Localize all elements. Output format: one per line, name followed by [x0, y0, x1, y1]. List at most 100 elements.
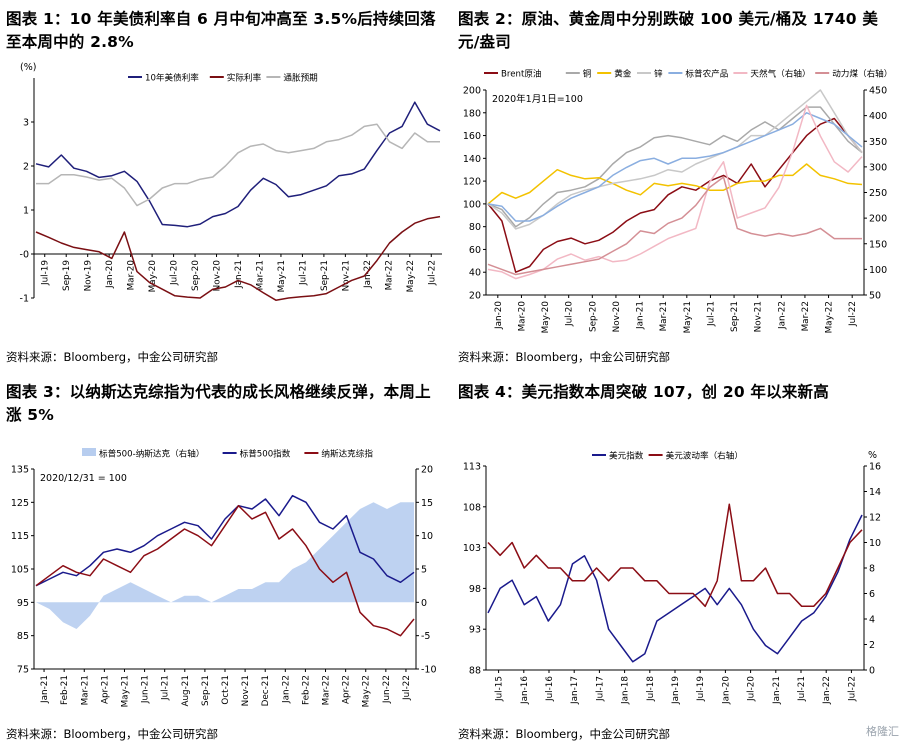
x-tick-label: Jan-20 — [105, 260, 115, 289]
x-tick-label: Sep-21 — [201, 675, 211, 706]
y-tick-label: 93 — [469, 625, 481, 636]
x-tick-label: Jul-20 — [747, 676, 757, 702]
x-tick-label: Jan-17 — [570, 676, 580, 705]
x-tick-label: May-20 — [541, 301, 551, 334]
x-tick-label: Apr-22 — [342, 675, 352, 704]
y-tick-label: 105 — [11, 565, 29, 576]
y2-tick-label: 14 — [869, 487, 881, 498]
y-tick-label: 115 — [11, 531, 29, 542]
y-tick-label: 1 — [23, 206, 29, 217]
x-tick-label: Jan-22 — [363, 260, 373, 289]
x-tick-label: Jul-21 — [706, 301, 716, 327]
x-tick-label: Apr-21 — [100, 675, 110, 704]
chart-panel-1: 图表 1：10 年美债利率自 6 月中旬冲高至 3.5%后持续回落至本周中的 2… — [0, 0, 450, 372]
y-tick-label: 40 — [469, 268, 481, 279]
y2-tick-label: 4 — [869, 615, 875, 626]
x-tick-label: Mar-21 — [659, 301, 669, 331]
y-tick-label: 75 — [17, 665, 29, 676]
chart-1-svg: -1 -0 1 2 3 (%) Jul-19 Sep-19 Nov-19 Jan-20 Mar-20… — [20, 62, 442, 305]
series-line — [35, 504, 415, 637]
y2-tick-label: 50 — [869, 291, 881, 302]
y2-tick-label: 12 — [869, 513, 881, 524]
chart-annotation: 2020年1月1日=100 — [492, 93, 583, 105]
legend-label: 黄金 — [614, 68, 632, 80]
y2-tick-label: 0 — [869, 666, 875, 677]
legend-label: 锌 — [654, 68, 663, 80]
series-area — [36, 502, 414, 629]
y-tick-label: 180 — [463, 108, 481, 119]
y-tick-label: 113 — [463, 462, 481, 473]
legend-label: 标普农产品 — [685, 68, 728, 80]
x-tick-label: Jan-20 — [494, 301, 504, 330]
x-tick-label: Jan-21 — [636, 301, 646, 330]
y-tick-label: 125 — [11, 498, 29, 509]
y2-tick-label: 250 — [869, 188, 887, 199]
series-line — [487, 163, 863, 205]
x-tick-label: Jul-21 — [797, 676, 807, 702]
y2-tick-label: 10 — [869, 538, 881, 549]
series-line — [36, 123, 440, 207]
chart-annotation: 2020/12/31 = 100 — [40, 473, 127, 484]
y2-tick-label: 20 — [421, 465, 433, 476]
x-tick-label: Mar-20 — [127, 260, 137, 291]
legend-label: 美元波动率（右轴） — [666, 450, 743, 462]
y-tick-label: 200 — [463, 86, 481, 97]
x-tick-label: May-22 — [362, 675, 372, 707]
x-tick-label: Mar-21 — [255, 260, 265, 290]
legend-label: Brent原油 — [501, 68, 542, 80]
chart-2-svg: 20 40 60 80 100 120 140 160 180 200 50 100 150 200 250… — [463, 68, 893, 334]
chart-title: 图表 3：以纳斯达克综指为代表的成长风格继续反弹，本周上涨 5% — [6, 383, 431, 424]
chart-4-svg: 88 93 98 103 108 113 0 2 4 6 8 10 12 14 16% Jul-15 Jan-1… — [463, 450, 881, 705]
legend-label: 天然气（右轴） — [750, 68, 810, 80]
x-tick-label: May-20 — [148, 260, 158, 293]
y-tick-label: 140 — [463, 154, 481, 165]
y2-tick-label: 15 — [421, 498, 433, 509]
y-tick-label: 108 — [463, 502, 481, 513]
y-tick-label: 160 — [463, 131, 481, 142]
x-tick-label: Nov-21 — [341, 260, 351, 291]
series-line — [487, 112, 863, 222]
chart-panel-2: 图表 2：原油、黄金周中分别跌破 100 美元/桶及 1740 美元/盎司 20… — [452, 0, 902, 372]
x-tick-label: Jun-22 — [382, 675, 392, 704]
series-line — [487, 117, 863, 273]
x-tick-label: Mar-21 — [80, 675, 90, 705]
chart-source: 资料来源：Bloomberg，中金公司研究部 — [458, 727, 671, 741]
series-line — [487, 503, 863, 608]
x-tick-label: Jul-18 — [646, 676, 656, 702]
y-tick-label: 20 — [469, 291, 481, 302]
x-tick-label: Jul-20 — [170, 260, 180, 286]
x-tick-label: Jul-22 — [848, 301, 858, 327]
x-tick-label: Jul-21 — [298, 260, 308, 286]
x-tick-label: Nov-20 — [612, 301, 622, 333]
x-tick-label: Jul-22 — [427, 260, 437, 286]
chart-title: 图表 4：美元指数本周突破 107，创 20 年以来新高 — [458, 383, 829, 401]
x-tick-label: Nov-21 — [241, 675, 251, 706]
x-tick-label: Nov-19 — [84, 260, 94, 291]
x-tick-label: May-21 — [277, 260, 287, 292]
legend-label: 标普500-纳斯达克（右轴） — [99, 448, 204, 460]
y2-tick-label: 6 — [869, 589, 875, 600]
x-tick-label: Feb-22 — [301, 675, 311, 705]
y-tick-label: 120 — [463, 177, 481, 188]
chart-source: 资料来源：Bloomberg，中金公司研究部 — [6, 350, 219, 364]
y2-tick-label: 200 — [869, 214, 887, 225]
chart-panel-4: 图表 4：美元指数本周突破 107，创 20 年以来新高 88 93 98 103 10… — [452, 373, 902, 745]
x-tick-label: Oct-21 — [221, 675, 231, 705]
x-tick-label: Jan-22 — [777, 301, 787, 330]
x-tick-label: Dec-21 — [261, 675, 271, 706]
legend-label: 标普500指数 — [240, 448, 291, 460]
y-tick-label: -0 — [20, 250, 29, 261]
x-tick-label: Jan-21 — [40, 675, 50, 704]
x-tick-label: Jul-19 — [696, 676, 706, 702]
x-tick-label: Jan-16 — [520, 676, 530, 705]
legend-swatch — [82, 448, 96, 456]
x-tick-label: Sep-21 — [320, 260, 330, 291]
series-line — [487, 89, 863, 230]
y-tick-label: 135 — [11, 465, 29, 476]
x-tick-label: Jan-22 — [822, 676, 832, 705]
y2-tick-label: 8 — [869, 564, 875, 575]
x-tick-label: Mar-20 — [517, 301, 527, 332]
x-tick-label: May-21 — [683, 301, 693, 333]
y2-tick-label: 100 — [869, 265, 887, 276]
x-tick-label: Jul-15 — [495, 676, 505, 702]
